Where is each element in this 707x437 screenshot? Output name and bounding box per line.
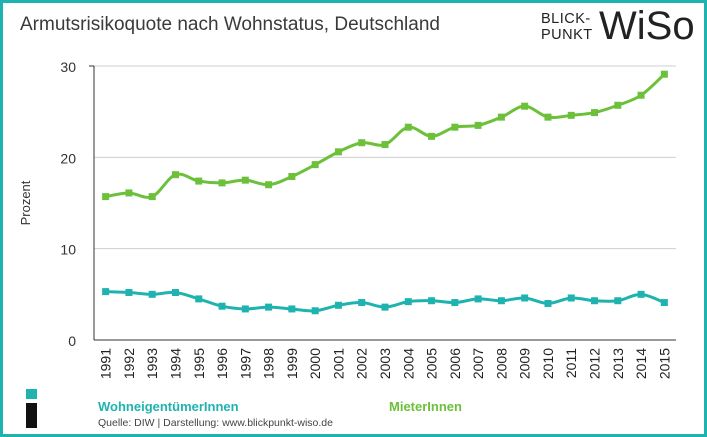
data-point-owners-1998	[265, 303, 273, 311]
data-point-renters-2014	[637, 91, 645, 99]
y-tick-label-30: 30	[60, 59, 76, 75]
y-tick-label-20: 20	[60, 150, 76, 166]
x-tick-label-2014: 2014	[633, 348, 649, 379]
x-tick-label-2013: 2013	[610, 348, 626, 379]
data-point-renters-1992	[125, 189, 133, 197]
x-tick-label-1998: 1998	[261, 348, 277, 379]
y-axis-label: Prozent	[18, 180, 33, 225]
data-point-owners-1996	[218, 302, 226, 310]
data-point-owners-2002	[358, 299, 366, 307]
x-tick-label-2000: 2000	[307, 348, 323, 379]
data-point-renters-2013	[614, 101, 622, 109]
data-point-owners-2015	[660, 299, 668, 307]
data-point-renters-2012	[591, 109, 599, 117]
data-point-renters-2004	[404, 123, 412, 131]
data-point-owners-1993	[148, 290, 156, 298]
data-point-renters-2007	[474, 121, 482, 129]
data-point-owners-2008	[497, 297, 505, 305]
data-point-owners-2001	[334, 301, 342, 309]
x-tick-label-2012: 2012	[587, 348, 603, 379]
data-point-owners-2007	[474, 295, 482, 303]
x-tick-label-2008: 2008	[493, 348, 509, 379]
data-point-renters-1998	[265, 181, 273, 189]
data-point-renters-2010	[544, 113, 552, 121]
data-point-owners-2011	[567, 294, 575, 302]
data-point-owners-2013	[614, 297, 622, 305]
data-point-renters-1996	[218, 179, 226, 187]
series-line-renters	[105, 73, 666, 199]
y-tick-label-10: 10	[60, 242, 76, 258]
data-point-renters-2015	[660, 70, 668, 78]
legend-owners: WohneigentümerInnen	[98, 399, 239, 414]
x-tick-label-2011: 2011	[563, 348, 579, 378]
data-point-owners-1995	[195, 295, 203, 303]
data-point-owners-1991	[102, 288, 110, 296]
y-tick-label-0: 0	[68, 333, 76, 349]
blickpunkt-wiso-logo: BLICK- PUNKT WiSo	[541, 4, 701, 50]
x-tick-label-1992: 1992	[121, 348, 137, 379]
logo-text-big: WiSo	[599, 4, 695, 48]
source-note: Quelle: DIW | Darstellung: www.blickpunk…	[98, 417, 333, 429]
chart-title: Armutsrisikoquote nach Wohnstatus, Deuts…	[20, 14, 440, 35]
data-point-owners-2006	[451, 299, 459, 307]
data-point-owners-1994	[171, 289, 179, 297]
x-tick-label-1993: 1993	[144, 348, 160, 379]
x-tick-label-1999: 1999	[284, 348, 300, 379]
data-point-renters-2011	[567, 111, 575, 119]
data-point-renters-2006	[451, 123, 459, 131]
legend-renters: MieterInnen	[389, 399, 462, 414]
data-point-renters-2000	[311, 161, 319, 169]
data-point-renters-1991	[102, 193, 110, 201]
data-point-owners-2012	[591, 297, 599, 305]
x-tick-label-2007: 2007	[470, 348, 486, 379]
x-tick-label-2002: 2002	[354, 348, 370, 379]
data-point-owners-1999	[288, 305, 296, 313]
x-tick-label-2010: 2010	[540, 348, 556, 379]
data-point-owners-2003	[381, 303, 389, 311]
data-point-renters-1997	[241, 176, 249, 184]
x-tick-label-2006: 2006	[447, 348, 463, 379]
logo-text-line2: PUNKT	[541, 27, 593, 43]
data-point-renters-1999	[288, 173, 296, 181]
x-tick-label-1996: 1996	[214, 348, 230, 379]
data-point-renters-2008	[497, 113, 505, 121]
x-tick-label-2015: 2015	[656, 348, 672, 379]
x-tick-label-2009: 2009	[517, 348, 533, 379]
logo-text-line1: BLICK-	[541, 11, 591, 27]
data-point-renters-2003	[381, 141, 389, 149]
x-tick-label-1997: 1997	[237, 348, 253, 379]
data-point-owners-2009	[521, 294, 529, 302]
data-point-renters-2005	[428, 132, 436, 140]
x-tick-label-2004: 2004	[400, 348, 416, 379]
x-tick-label-1994: 1994	[167, 348, 183, 379]
data-point-owners-2004	[404, 298, 412, 306]
data-point-owners-2000	[311, 307, 319, 315]
x-tick-label-1995: 1995	[191, 348, 207, 379]
data-point-owners-2010	[544, 299, 552, 307]
data-point-renters-1995	[195, 177, 203, 185]
data-point-renters-1994	[171, 171, 179, 179]
black-marker	[26, 403, 37, 428]
x-tick-label-2003: 2003	[377, 348, 393, 379]
x-tick-label-2005: 2005	[424, 348, 440, 379]
x-tick-label-2001: 2001	[330, 348, 346, 379]
teal-marker	[26, 389, 37, 399]
data-point-owners-2014	[637, 290, 645, 298]
data-point-owners-1992	[125, 289, 133, 297]
data-point-renters-2001	[334, 148, 342, 156]
data-point-owners-1997	[241, 305, 249, 313]
data-point-renters-1993	[148, 193, 156, 201]
x-tick-label-1991: 1991	[98, 348, 114, 379]
data-point-owners-2005	[428, 297, 436, 305]
data-point-renters-2009	[521, 102, 529, 110]
data-point-renters-2002	[358, 139, 366, 147]
